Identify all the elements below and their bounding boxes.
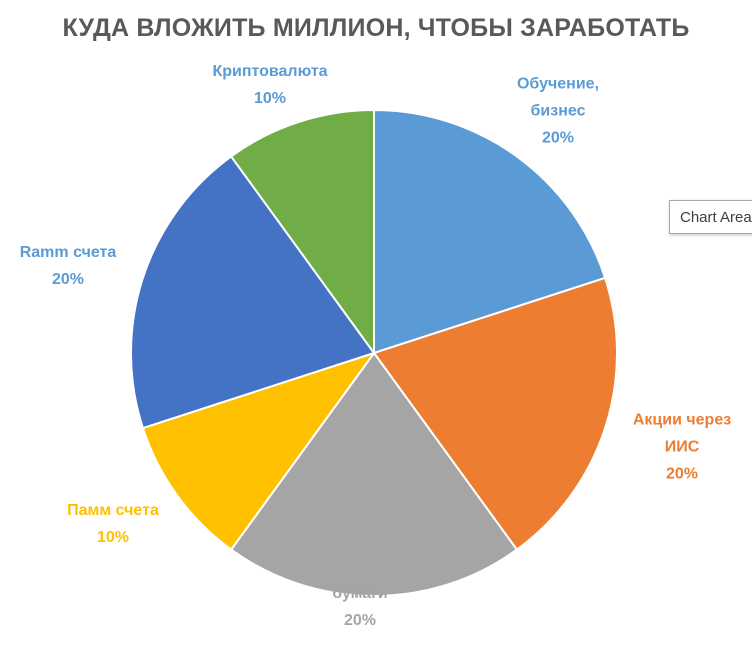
data-label: Акции через ИИС 20% bbox=[633, 407, 731, 488]
data-label-category: ИИС bbox=[664, 438, 700, 456]
data-label: Ramm счета 20% bbox=[20, 239, 117, 293]
chart-title: КУДА ВЛОЖИТЬ МИЛЛИОН, ЧТОБЫ ЗАРАБОТАТЬ bbox=[62, 14, 690, 42]
data-label: Обучение, бизнес 20% bbox=[517, 71, 599, 152]
data-label-percent: 20% bbox=[51, 271, 85, 288]
data-label-category: Ramm счета bbox=[19, 244, 117, 261]
pie-slice[interactable] bbox=[229, 108, 375, 357]
chart-area-tooltip: Chart Area bbox=[669, 200, 752, 234]
data-label-percent: 20% bbox=[343, 612, 377, 629]
pie-slice[interactable] bbox=[229, 351, 519, 597]
pie-slice[interactable] bbox=[129, 155, 376, 430]
pie-slice[interactable] bbox=[373, 108, 607, 355]
data-label-percent: 10% bbox=[96, 529, 130, 546]
data-label: Криптовалюта 10% bbox=[212, 58, 327, 112]
data-label-category: бизнес bbox=[530, 102, 586, 120]
pie-slice[interactable] bbox=[372, 276, 619, 551]
data-label: Памм счета 10% bbox=[67, 497, 159, 551]
data-label-category: бумаги bbox=[332, 585, 388, 602]
data-label-category: Акции через bbox=[632, 411, 732, 429]
data-label-percent: 20% bbox=[541, 129, 575, 147]
pie-slice[interactable] bbox=[141, 351, 377, 551]
data-label-category: Памм счета bbox=[67, 502, 159, 519]
data-label-category: Криптовалюта bbox=[212, 63, 328, 80]
data-label-percent: 20% bbox=[665, 465, 699, 483]
data-label-percent: 10% bbox=[253, 90, 287, 107]
data-label-category: Обучение, bbox=[516, 75, 600, 93]
data-label: бумаги 20% bbox=[332, 580, 387, 634]
